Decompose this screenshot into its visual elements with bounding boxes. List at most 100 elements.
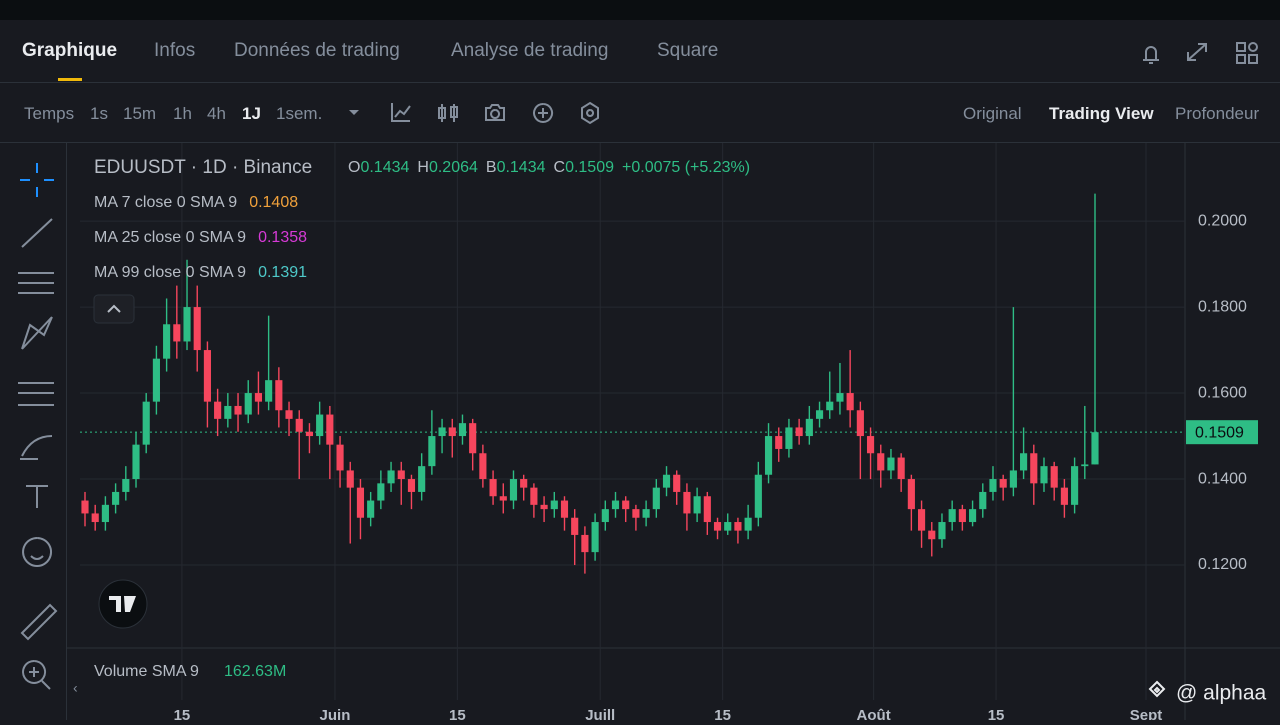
indicator-label: MA 25 close 0 SMA 9 (94, 229, 246, 246)
candle-body (948, 509, 956, 523)
zoom-tool[interactable] (22, 660, 51, 690)
tab[interactable]: Graphique (22, 40, 118, 61)
tv-logo (98, 579, 148, 629)
candle-body (91, 513, 99, 523)
interval[interactable]: 1s (90, 104, 108, 123)
candle-body (346, 470, 354, 488)
candle-body (683, 491, 691, 514)
settings-icon[interactable] (581, 101, 599, 125)
candle-body (999, 479, 1007, 488)
expand-icon[interactable] (1187, 43, 1207, 61)
bell-icon[interactable] (1143, 46, 1159, 64)
candle-icon[interactable] (438, 104, 458, 122)
candle-body (744, 517, 752, 531)
candle-body (1030, 453, 1038, 484)
camera-icon[interactable] (485, 104, 505, 121)
last-price-label: 0.1509 (1195, 424, 1244, 441)
candle-body (1091, 432, 1099, 465)
candle-body (897, 457, 905, 480)
fib-tool[interactable] (18, 272, 54, 294)
prediction-tool[interactable] (18, 382, 54, 406)
candle-body (979, 491, 987, 510)
candle-body (499, 496, 507, 501)
indicator-icon[interactable] (391, 103, 411, 122)
time-axis: 15 Juin 15 Juill 15 Août 15 Sept (174, 707, 1163, 720)
ohlc-key: O (348, 159, 360, 176)
toolbar: Temps 1s 15m 1h 4h 1J 1sem. Original Tra… (0, 84, 1280, 143)
interval[interactable]: 1J (242, 104, 261, 123)
candle-body (244, 393, 252, 415)
candle-body (81, 500, 89, 514)
candle-body (713, 522, 722, 531)
candle-body (622, 500, 630, 510)
candle-body (1009, 470, 1017, 488)
tab[interactable]: Square (657, 40, 719, 61)
ohlc-value: 0.2064 (429, 159, 478, 176)
candle-body (877, 453, 885, 471)
view-option[interactable]: Original (963, 104, 1022, 123)
interval[interactable]: 4h (207, 104, 226, 123)
candle-body (958, 509, 966, 523)
ohlc-key: B (486, 159, 497, 176)
grid (80, 143, 1185, 700)
candle-body (1060, 487, 1068, 505)
text-tool[interactable] (26, 485, 48, 508)
candle-body (652, 487, 660, 510)
candle-body (418, 466, 426, 492)
interval[interactable]: 1h (173, 104, 192, 123)
crosshair-tool[interactable] (20, 163, 54, 197)
candle-body (163, 324, 171, 359)
candle-body (367, 500, 375, 518)
tab[interactable]: Analyse de trading (451, 40, 609, 61)
tab[interactable]: Infos (154, 40, 196, 61)
candle-body (754, 474, 762, 518)
add-icon[interactable] (533, 103, 554, 123)
collapse-button[interactable] (93, 294, 135, 324)
line-tool[interactable] (21, 218, 53, 248)
ruler-tool[interactable] (20, 603, 58, 641)
candle-body (458, 423, 467, 437)
view-option[interactable]: Profondeur (1175, 104, 1260, 123)
candle-body (509, 479, 518, 501)
candle-body (193, 307, 201, 351)
candle-body (214, 401, 222, 419)
tool-icons (18, 163, 58, 690)
indicator-legend: MA 7 close 0 SMA 9 0.1408 MA 25 close 0 SM… (94, 194, 307, 281)
y-tick-label: 0.1800 (1198, 298, 1247, 315)
pattern-tool[interactable] (21, 316, 53, 350)
candles (81, 193, 1099, 574)
view-option[interactable]: Trading View (1049, 104, 1154, 123)
candle-body (336, 444, 344, 471)
candle-body (275, 380, 283, 411)
candle-body (203, 350, 211, 402)
interval[interactable]: 1sem. (276, 104, 323, 123)
grid-icon[interactable] (1236, 42, 1258, 64)
candle-body (224, 405, 232, 419)
emoji-tool[interactable] (22, 537, 53, 567)
interval[interactable]: 15m (123, 104, 157, 123)
x-tick-label: Sept (1130, 707, 1163, 720)
x-tick-label: Juin (320, 707, 351, 720)
scroll-left[interactable]: ‹ (73, 680, 78, 696)
candle-body (1040, 466, 1048, 484)
tab[interactable]: Données de trading (234, 40, 400, 61)
dropdown-icon[interactable] (349, 110, 359, 115)
brush-tool[interactable] (20, 435, 53, 460)
candle-body (826, 401, 834, 411)
candle-body (1020, 453, 1028, 471)
tab-icons (1143, 42, 1258, 64)
y-tick-label: 0.1600 (1198, 384, 1247, 401)
ohlc-value: 0.1509 (565, 159, 614, 176)
candle-body (479, 453, 487, 480)
candle-body (550, 500, 558, 510)
candle-body (815, 410, 824, 419)
candle-body (407, 479, 416, 492)
candle-body (917, 509, 926, 531)
tab-underline (58, 78, 82, 81)
candle-body (764, 436, 773, 475)
candle-body (234, 405, 242, 415)
candle-body (540, 504, 548, 510)
candle-body (326, 414, 334, 445)
